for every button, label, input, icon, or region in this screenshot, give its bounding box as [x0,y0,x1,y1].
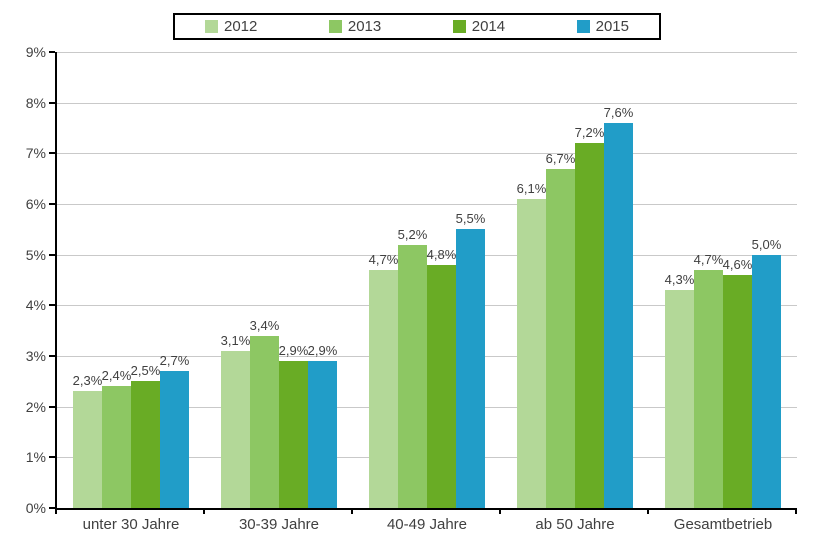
y-tick-mark [49,51,55,53]
legend-item: 2012 [205,18,257,35]
legend: 2012 2013 2014 2015 [173,13,661,40]
bar-value-label: 4,7% [368,251,399,267]
bar [279,361,308,508]
bar [73,391,102,508]
x-tick-mark [499,508,501,514]
y-tick-mark [49,152,55,155]
bar [308,361,337,508]
bar [398,244,427,508]
y-tick-label: 0% [25,500,46,516]
legend-swatch [205,20,218,33]
bar [131,381,160,508]
y-tick-label: 8% [25,94,46,111]
y-tick-label: 9% [25,44,46,60]
x-tick-mark [647,508,649,514]
legend-swatch [328,20,342,33]
gridline [57,254,797,256]
gridline [57,102,797,104]
bar [694,269,723,508]
plot-area: 2,3% 2,4% 2,5% 2,7% 3,1% 3,4% 2,9% 2,9% 4,7% 5,2%… [55,52,797,510]
x-tick-mark [55,508,57,514]
bar-value-label: 5,2% [397,226,428,242]
legend-item: 2015 [576,18,629,35]
y-tick-mark [49,203,55,205]
bar [221,350,250,508]
bar-value-label: 2,4% [101,368,132,384]
bar-value-label: 2,5% [130,363,161,379]
y-tick-label: 2% [25,398,46,415]
bar-group: 4,7% 5,2% 4,8% 5,5% [353,52,501,508]
bar-value-label: 2,9% [307,343,338,359]
bar [752,254,781,508]
y-tick-label: 3% [25,348,46,364]
bar [102,386,131,508]
bar-group: 2,3% 2,4% 2,5% 2,7% [57,52,205,508]
y-tick-label: 1% [25,449,46,466]
legend-swatch [452,20,466,33]
bar-value-label: 3,4% [249,317,280,333]
bar-value-label: 6,1% [516,180,547,196]
x-tick-mark [795,508,797,514]
legend-label: 2015 [595,18,629,35]
bar [546,168,575,508]
gridline [57,52,797,53]
bar-value-label: 4,3% [664,272,695,288]
bar-value-label: 2,7% [159,353,190,369]
y-tick-label: 4% [25,297,46,314]
y-tick-label: 5% [25,246,46,263]
legend-item: 2013 [328,18,382,35]
bar-value-label: 5,5% [455,211,486,227]
bar [575,143,604,508]
y-tick-mark [49,304,55,307]
y-tick-label: 6% [25,196,46,212]
bar [723,274,752,508]
gridline [57,204,797,205]
bar-value-label: 2,3% [72,373,103,389]
x-category-label: 30-39 Jahre [238,516,320,533]
bar-value-label: 7,6% [603,104,634,120]
bar-value-label: 7,2% [574,125,605,141]
bar-value-label: 4,6% [722,256,753,272]
legend-label: 2012 [224,18,258,35]
bar [665,290,694,508]
legend-label: 2014 [471,18,506,35]
legend-label: 2013 [347,18,382,35]
y-tick-mark [49,507,55,509]
bar [517,198,546,508]
x-tick-mark [203,508,205,514]
legend-item: 2014 [452,18,506,35]
y-tick-mark [49,405,55,408]
legend-swatch [576,20,590,33]
bar [160,371,189,508]
x-category-label: ab 50 Jahre [535,516,615,533]
bar [369,269,398,508]
y-tick-mark [49,101,55,104]
y-tick-mark [49,355,55,357]
gridline [57,153,797,155]
bar-group: 4,3% 4,7% 4,6% 5,0% [649,52,797,508]
bar-value-label: 2,9% [278,343,309,359]
x-category-label: 40-49 Jahre [386,516,468,533]
x-category-label: unter 30 Jahre [82,516,180,533]
bar [456,229,485,508]
y-tick-mark [49,253,55,256]
bar-value-label: 3,1% [220,332,251,348]
bar-group: 3,1% 3,4% 2,9% 2,9% [205,52,353,508]
bar-value-label: 5,0% [751,236,782,252]
bar-value-label: 4,7% [693,251,724,267]
bar [427,264,456,508]
x-tick-mark [351,508,353,514]
bar-value-label: 4,8% [426,246,457,262]
bar-value-label: 6,7% [545,150,576,166]
y-tick-label: 7% [25,145,46,162]
y-tick-mark [49,456,55,459]
x-category-label: Gesamtbetrieb [673,516,773,533]
bar-group: 6,1% 6,7% 7,2% 7,6% [501,52,649,508]
bar [250,335,279,508]
bar [604,122,633,508]
